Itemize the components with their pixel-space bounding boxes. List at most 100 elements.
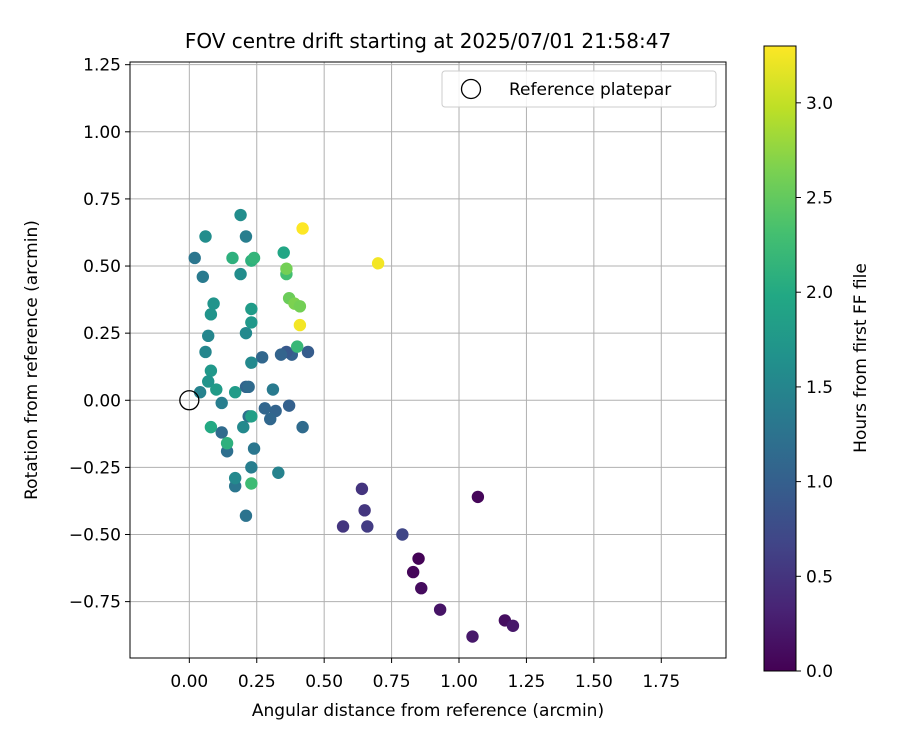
chart-title: FOV centre drift starting at 2025/07/01 … bbox=[185, 29, 671, 53]
legend-entry-reference: Reference platepar bbox=[509, 80, 671, 100]
data-point bbox=[258, 402, 272, 415]
x-axis-ticks: 0.00 0.25 0.50 0.75 1.00 1.25 1.50 1.75 bbox=[170, 658, 680, 692]
data-point bbox=[336, 520, 350, 533]
data-point bbox=[415, 581, 428, 595]
y-tick-label: −0.50 bbox=[69, 526, 121, 546]
colorbar-tick-label: 3.0 bbox=[806, 94, 833, 114]
data-point bbox=[272, 466, 285, 479]
data-point bbox=[239, 326, 253, 340]
y-tick-label: 0.75 bbox=[83, 190, 121, 210]
colorbar-label: Hours from first FF file bbox=[851, 263, 871, 453]
data-point bbox=[245, 356, 258, 369]
data-point bbox=[245, 316, 258, 329]
data-point bbox=[245, 302, 258, 316]
data-point bbox=[466, 630, 479, 643]
data-point bbox=[245, 477, 258, 490]
grid-lines bbox=[130, 62, 726, 658]
data-point bbox=[433, 603, 447, 616]
colorbar-ticks: 0.0 0.5 1.0 1.5 2.0 2.5 3.0 bbox=[796, 94, 833, 682]
data-point bbox=[188, 251, 201, 265]
reference-marker-group bbox=[179, 390, 200, 411]
data-point bbox=[202, 329, 215, 343]
data-point bbox=[228, 471, 242, 485]
x-tick-label: 1.50 bbox=[575, 672, 613, 692]
y-tick-label: 1.25 bbox=[83, 56, 121, 76]
data-point bbox=[228, 386, 242, 399]
x-tick-label: 0.75 bbox=[373, 672, 411, 692]
legend-open-circle-icon bbox=[460, 78, 482, 100]
data-point bbox=[412, 552, 425, 565]
data-point bbox=[266, 383, 280, 396]
data-point bbox=[264, 412, 277, 426]
data-point bbox=[245, 461, 258, 474]
data-point bbox=[293, 300, 307, 313]
y-axis-label: Rotation from reference (arcmin) bbox=[22, 220, 42, 500]
x-tick-label: 1.75 bbox=[642, 672, 680, 692]
data-point bbox=[282, 399, 296, 412]
data-point bbox=[215, 396, 228, 410]
x-tick-label: 0.25 bbox=[238, 672, 276, 692]
legend-box bbox=[441, 70, 717, 108]
data-point bbox=[291, 340, 304, 353]
colorbar-tick-label: 1.5 bbox=[806, 378, 833, 398]
colorbar-tick-label: 0.5 bbox=[806, 567, 833, 587]
colorbar: 0.0 0.5 1.0 1.5 2.0 2.5 3.0 Hours from first F… bbox=[763, 45, 871, 682]
data-point bbox=[296, 222, 309, 235]
data-point bbox=[280, 262, 293, 275]
colorbar-tick-label: 0.0 bbox=[806, 662, 833, 682]
y-tick-label: 0.25 bbox=[83, 324, 121, 344]
data-point bbox=[471, 490, 485, 504]
y-tick-label: −0.75 bbox=[69, 593, 121, 613]
x-tick-label: 0.50 bbox=[305, 672, 343, 692]
y-axis-ticks: 1.25 1.00 0.75 0.50 0.25 0.00 −0.25 −0.50 −0.75 bbox=[69, 56, 130, 613]
reference-marker-icon bbox=[179, 390, 200, 411]
data-point bbox=[239, 230, 253, 243]
colorbar-tick-label: 2.5 bbox=[806, 189, 833, 209]
colorbar-tick-label: 2.0 bbox=[806, 283, 833, 303]
data-point bbox=[202, 375, 215, 388]
data-point bbox=[245, 410, 258, 423]
data-point bbox=[274, 348, 288, 361]
data-point bbox=[199, 230, 212, 243]
data-point bbox=[355, 482, 369, 496]
data-point bbox=[358, 504, 371, 517]
data-point bbox=[207, 297, 220, 310]
colorbar-gradient bbox=[763, 45, 797, 672]
data-point bbox=[199, 345, 212, 359]
data-point bbox=[293, 318, 307, 332]
data-point bbox=[226, 251, 239, 265]
x-tick-label: 1.25 bbox=[508, 672, 546, 692]
x-tick-label: 1.00 bbox=[440, 672, 478, 692]
data-point bbox=[361, 520, 374, 533]
data-point bbox=[396, 528, 409, 541]
data-point bbox=[239, 509, 253, 522]
y-tick-label: −0.25 bbox=[69, 458, 121, 478]
legend: Reference platepar bbox=[441, 70, 717, 108]
data-point bbox=[277, 246, 290, 259]
y-tick-label: 1.00 bbox=[83, 123, 121, 143]
data-point bbox=[193, 386, 207, 399]
data-point bbox=[196, 270, 210, 283]
x-tick-label: 0.00 bbox=[170, 672, 208, 692]
data-point bbox=[237, 420, 250, 434]
data-point bbox=[234, 208, 247, 222]
data-point bbox=[204, 364, 218, 377]
plot-frame bbox=[129, 61, 727, 659]
data-point bbox=[204, 420, 218, 434]
data-point bbox=[406, 565, 420, 579]
y-tick-label: 0.50 bbox=[83, 257, 121, 277]
data-points bbox=[188, 208, 520, 643]
data-point bbox=[204, 308, 218, 321]
data-point bbox=[234, 267, 247, 281]
data-point bbox=[242, 380, 255, 394]
data-point bbox=[247, 251, 261, 265]
x-axis-label: Angular distance from reference (arcmin) bbox=[252, 701, 604, 721]
data-point bbox=[247, 442, 261, 455]
data-point bbox=[371, 257, 385, 270]
data-point bbox=[296, 420, 309, 434]
data-point bbox=[220, 437, 234, 450]
colorbar-tick-label: 1.0 bbox=[806, 473, 833, 493]
y-tick-label: 0.00 bbox=[83, 391, 121, 411]
data-point bbox=[210, 383, 223, 396]
